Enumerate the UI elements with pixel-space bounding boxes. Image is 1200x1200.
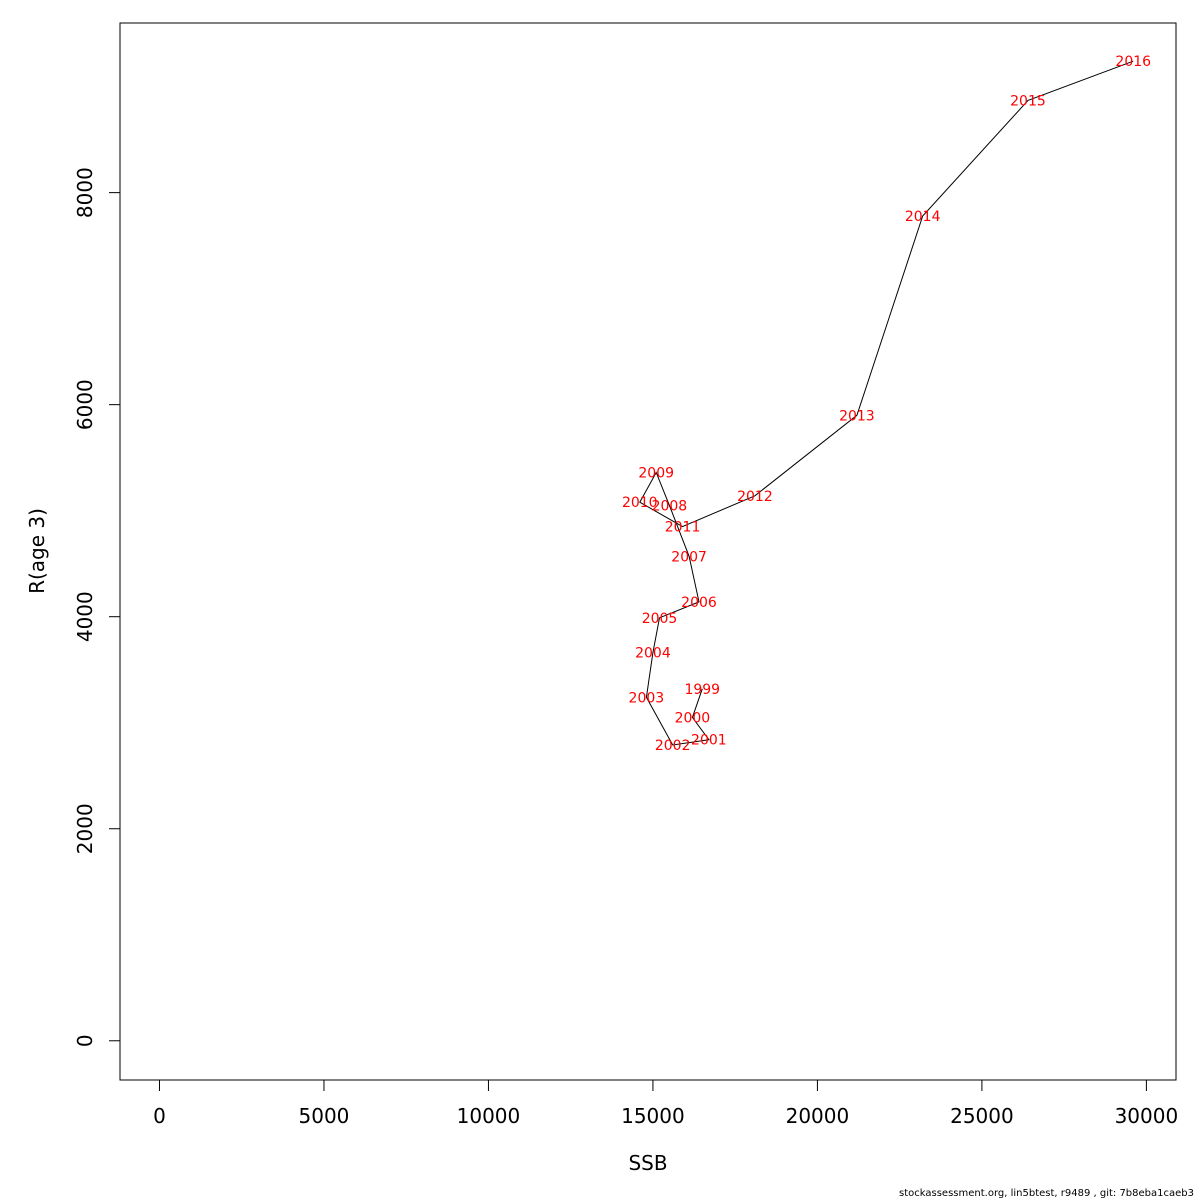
year-labels: 1999200020012002200320042005200620072008… — [622, 54, 1151, 754]
year-label-2003: 2003 — [629, 690, 665, 706]
year-label-1999: 1999 — [684, 682, 720, 698]
year-label-2010: 2010 — [622, 495, 658, 511]
footer-credit: stockassessment.org, lin5btest, r9489 , … — [899, 1188, 1194, 1199]
year-label-2009: 2009 — [638, 466, 674, 482]
year-label-2015: 2015 — [1010, 93, 1046, 109]
plot-frame — [119, 22, 1177, 1081]
year-label-2006: 2006 — [681, 595, 717, 611]
year-label-2014: 2014 — [905, 209, 941, 225]
y-tick-label: 4000 — [73, 591, 97, 642]
y-axis: 0 2000 4000 6000 8000 — [73, 167, 121, 1047]
year-label-2008: 2008 — [652, 498, 688, 514]
x-tick-label: 0 — [153, 1104, 166, 1128]
year-label-2011: 2011 — [665, 520, 701, 536]
y-tick-label: 0 — [73, 1034, 97, 1047]
year-label-2005: 2005 — [642, 611, 678, 627]
year-label-2002: 2002 — [655, 738, 691, 754]
y-axis-title: R(age 3) — [25, 508, 49, 594]
year-label-2012: 2012 — [737, 489, 773, 505]
year-label-2000: 2000 — [675, 710, 711, 726]
y-tick-label: 8000 — [73, 167, 97, 218]
x-axis-title: SSB — [628, 1151, 667, 1175]
year-label-2016: 2016 — [1115, 54, 1151, 70]
x-tick-label: 30000 — [1115, 1104, 1179, 1128]
ssb-recruitment-trajectory-line — [639, 60, 1134, 746]
x-tick-label: 10000 — [457, 1104, 521, 1128]
year-label-2004: 2004 — [635, 646, 671, 662]
x-tick-label: 5000 — [299, 1104, 350, 1128]
year-label-2013: 2013 — [839, 408, 875, 424]
x-tick-label: 20000 — [786, 1104, 850, 1128]
year-label-2001: 2001 — [691, 733, 727, 749]
x-axis: 0 5000 10000 15000 20000 25000 30000 — [153, 1079, 1179, 1128]
x-tick-label: 25000 — [950, 1104, 1014, 1128]
year-label-2007: 2007 — [671, 549, 707, 565]
y-tick-label: 6000 — [73, 379, 97, 430]
x-tick-label: 15000 — [621, 1104, 685, 1128]
y-tick-label: 2000 — [73, 803, 97, 854]
